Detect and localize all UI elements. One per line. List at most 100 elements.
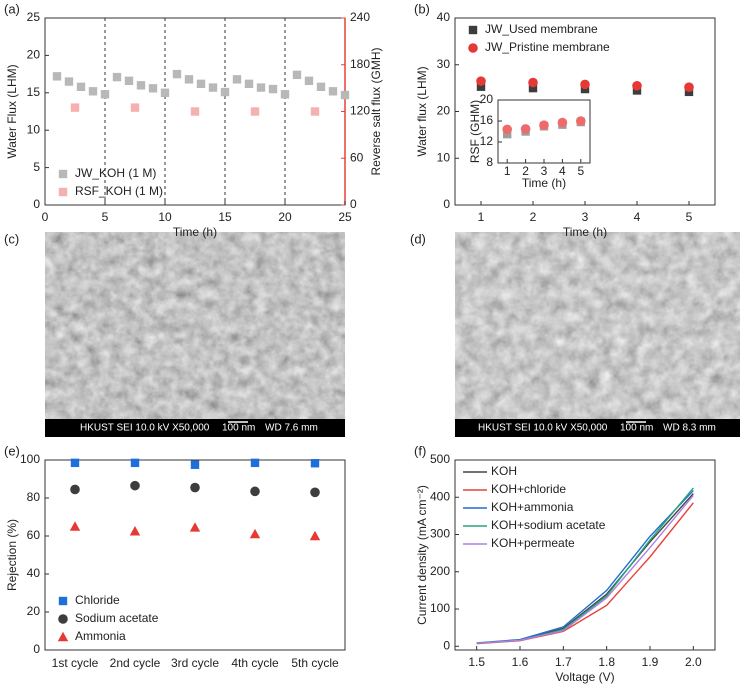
series-line [476,494,694,644]
point [136,81,146,90]
x-tick-label: 2nd cycle [110,656,161,670]
y-axis-label: Current density (mA cm⁻²) [415,485,429,625]
point [196,79,206,89]
chart-panel: (e) 0 20 40 60 80 100 1st cycle 2nd cycle 3rd cyc… [4,443,346,670]
point [256,83,266,92]
point [340,90,350,100]
legend-label: KOH+sodium acetate [491,518,606,532]
point [208,83,218,92]
legend-label: KOH+permeate [491,536,575,550]
point [232,75,242,84]
plot-frame [497,99,591,164]
point [190,482,200,493]
y-tick-label: 80 [27,490,41,504]
y-axis-label: RSF (GHM) [468,100,482,163]
y-tick-label: 20 [27,48,41,62]
y-axis-label: Water flux (LHM) [415,66,429,156]
point [476,76,486,86]
scale-label: 100 nm [620,423,653,434]
legend-label: KOH+chloride [491,482,566,496]
point [70,458,80,468]
x-tick-label: 5th cycle [291,656,339,670]
point [88,87,98,96]
legend-label: Ammonia [75,629,126,643]
x-tick-label: 5 [577,164,584,178]
y2-tick-label: 240 [350,10,370,24]
y-tick-label: 400 [430,489,450,503]
y2-tick-label: 0 [350,197,357,211]
point [124,76,134,86]
x-tick-label: 1.8 [598,655,615,669]
x-tick-label: 1.5 [468,655,485,669]
point [129,526,141,536]
x-tick-label: 25 [338,210,352,224]
y-tick-label: 8 [486,155,493,169]
y-axis-label: Water Flux (LHM) [5,64,19,158]
point [310,487,320,498]
wd-label: WD 8.3 mm [663,423,716,434]
y-tick-label: 100 [430,601,450,615]
x-tick-label: 5 [686,210,693,224]
info-bar [455,419,740,437]
panel-label: (b) [414,1,430,16]
point [310,459,320,468]
legend-swatch [58,187,68,197]
y-tick-label: 100 [20,452,40,466]
x-tick-label: 1st cycle [52,656,99,670]
legend-label: RSF_KOH (1 M) [75,184,163,198]
legend-label: JW_Pristine membrane [485,40,610,54]
legend-label: Sodium acetate [75,611,159,625]
y-tick-label: 20 [437,104,451,118]
scale-label: 100 nm [222,423,255,434]
x-tick-label: 4th cycle [231,656,279,670]
y-tick-label: 40 [437,10,451,24]
info-bar [45,419,345,437]
sem-photo [45,232,345,419]
point [244,79,254,89]
point [64,77,74,86]
x-tick-label: 4 [634,210,641,224]
point [172,69,182,79]
x-tick-label: 2 [522,164,529,178]
y-tick-label: 30 [437,57,451,71]
x-tick-label: 15 [218,210,232,224]
point [76,82,86,92]
point [70,103,80,112]
point [528,83,538,93]
legend-label: KOH+ammonia [491,500,574,514]
legend-swatch [57,631,69,642]
y2-tick-label: 180 [350,57,370,71]
point [184,75,194,84]
point [502,124,512,135]
y-tick-label: 0 [443,638,450,652]
legend-swatch [468,25,478,35]
point [148,84,158,93]
legend-label: Chloride [75,593,120,607]
y-tick-label: 25 [27,10,41,24]
legend-label: JW_KOH (1 M) [75,166,156,180]
point [684,82,694,92]
y-tick-label: 0 [443,197,450,211]
point [130,480,140,491]
y2-axis-label: Reverse salt flux (GMH) [369,47,383,175]
point [632,80,642,91]
x-tick-label: 3rd cycle [171,656,219,670]
y-tick-label: 200 [430,564,450,578]
x-tick-label: 3 [541,164,548,178]
x-tick-label: 5 [102,210,109,224]
legend-swatch [468,43,478,53]
y2-tick-label: 60 [350,150,364,164]
point [70,484,80,495]
point [52,72,62,81]
point [328,87,338,96]
point [280,90,290,99]
point [69,521,81,531]
point [189,522,201,532]
x-tick-label: 10 [158,210,172,224]
x-tick-label: 3 [582,210,589,224]
x-axis-label: Voltage (V) [555,670,614,684]
sem-image-c: (c) HKUST SEI 10.0 kV X50,000 100 nm WD … [4,231,345,437]
